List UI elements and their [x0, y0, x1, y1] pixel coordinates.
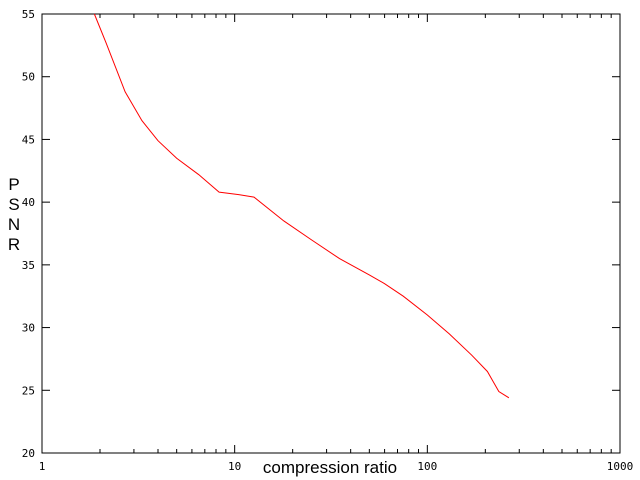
- y-tick-label: 25: [22, 384, 35, 397]
- y-axis-title-char: N: [8, 215, 20, 234]
- plot-frame: [41, 13, 621, 454]
- tick-labels: 1 10 100 1000 20 25 30 35 40 45 50 55: [22, 8, 634, 473]
- x-tick-label: 1000: [607, 460, 634, 473]
- series-line: [93, 13, 510, 399]
- x-tick-label: 10: [228, 460, 241, 473]
- series-layer: [93, 13, 510, 399]
- y-tick-label: 45: [22, 133, 35, 146]
- y-axis-title-char: R: [8, 235, 20, 254]
- axis-ticks: [41, 13, 621, 454]
- x-tick-label: 100: [417, 460, 437, 473]
- y-tick-label: 40: [22, 196, 35, 209]
- x-tick-label: 1: [39, 460, 46, 473]
- y-axis-title-char: P: [8, 175, 19, 194]
- y-tick-label: 55: [22, 8, 35, 21]
- y-tick-label: 30: [22, 322, 35, 335]
- x-axis-title: compression ratio: [263, 458, 397, 477]
- y-tick-label: 35: [22, 259, 35, 272]
- y-tick-label: 20: [22, 447, 35, 460]
- y-tick-label: 50: [22, 71, 35, 84]
- y-axis-title-char: S: [8, 195, 19, 214]
